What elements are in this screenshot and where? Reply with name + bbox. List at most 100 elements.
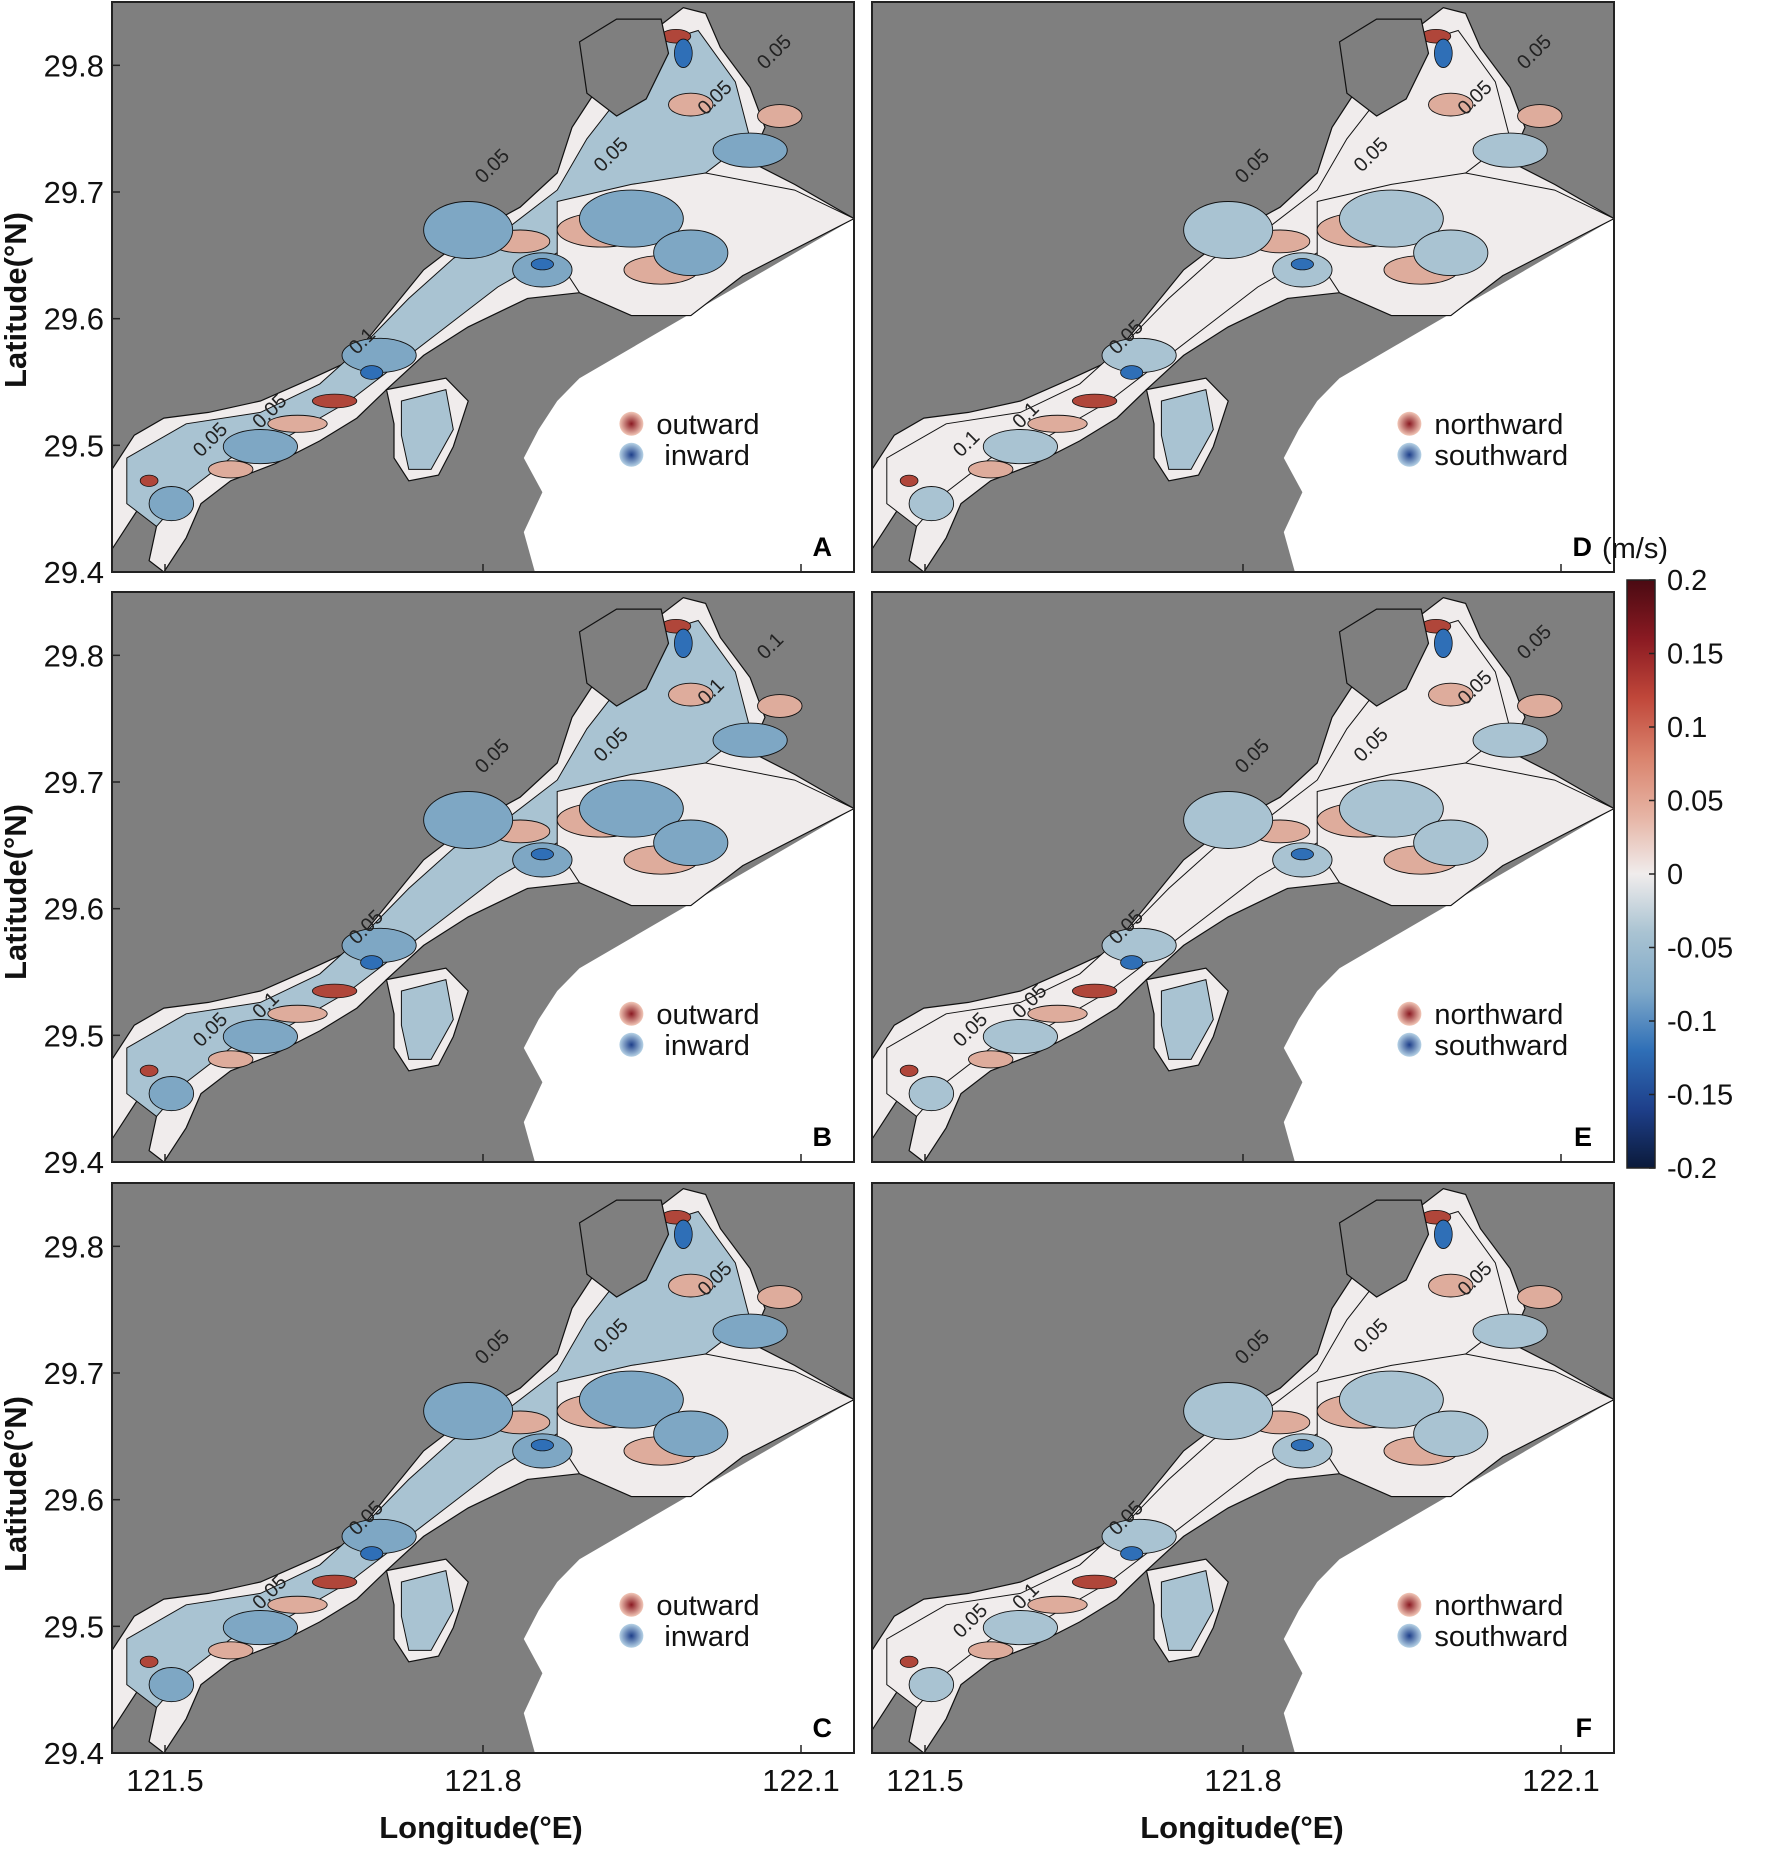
panel-letter: A — [813, 532, 833, 562]
y-tick-label: 29.4 — [44, 1145, 104, 1180]
negative-velocity-patch — [579, 779, 684, 838]
positive-velocity-patch — [1428, 682, 1474, 707]
negative-velocity-patch — [222, 1019, 298, 1055]
legend-negative-label: southward — [1434, 440, 1568, 472]
negative-velocity-patch — [579, 1370, 684, 1429]
panel-e: 0.05 0.050.050.050.050.050.05northwardsou… — [871, 591, 1615, 1163]
positive-velocity-patch — [968, 460, 1014, 479]
y-tick-label: 29.6 — [44, 1483, 104, 1518]
y-axis-title-row-2: Latitude(°N) — [0, 804, 33, 980]
negative-velocity-patch — [1413, 1410, 1489, 1458]
negative-marker — [619, 1032, 644, 1057]
strong-negative-patch — [530, 258, 554, 271]
panel-letter: F — [1576, 1713, 1593, 1743]
negative-velocity-patch — [1339, 189, 1444, 248]
negative-velocity-patch — [148, 1667, 195, 1703]
negative-velocity-patch — [579, 189, 684, 248]
negative-marker — [1397, 1623, 1422, 1648]
negative-velocity-patch — [1183, 791, 1274, 849]
island — [1338, 1199, 1430, 1298]
negative-marker — [619, 1623, 644, 1648]
island — [1338, 608, 1430, 707]
strong-negative-patch — [360, 1546, 384, 1561]
panel-a: 0.05 0.050.050.10.050.050.05outwardinward… — [111, 1, 855, 573]
strong-negative-patch — [1120, 1546, 1144, 1561]
negative-velocity-patch — [653, 229, 729, 277]
y-tick-label: 29.7 — [44, 1356, 104, 1391]
island — [578, 608, 670, 707]
negative-velocity-patch — [423, 201, 514, 259]
x-tick-label: 121.8 — [444, 1763, 522, 1798]
strong-negative-patch — [530, 1439, 554, 1452]
panel-f: 0.05 0.050.050.050.10.05 northwardsouthwar… — [871, 1182, 1615, 1754]
velocity-field-side-bay — [400, 978, 454, 1060]
velocity-field-side-bay — [400, 1569, 454, 1651]
negative-velocity-patch — [908, 1667, 955, 1703]
positive-velocity-patch — [668, 92, 714, 117]
panel-letter: C — [813, 1713, 833, 1743]
colorbar: (m/s) 0.2 0.15 0.1 0.05 0 -0.05 -0.1 -0.15 -0.2 — [1602, 533, 1733, 1185]
legend-negative-label: inward — [664, 1621, 749, 1653]
strong-positive-patch — [1071, 983, 1118, 999]
negative-velocity-patch — [982, 1019, 1058, 1055]
positive-velocity-patch — [757, 694, 803, 718]
island — [578, 18, 670, 117]
colorbar-tick-label: 0.05 — [1667, 786, 1723, 818]
legend-negative-label: southward — [1434, 1621, 1568, 1653]
negative-marker — [1397, 1032, 1422, 1057]
x-tick-label: 121.5 — [886, 1763, 964, 1798]
panels-layer: 0.05 0.050.050.10.050.050.05outwardinward… — [111, 1, 1615, 1754]
colorbar-tick-label: -0.2 — [1667, 1153, 1717, 1185]
y-axis-title-row-3: Latitude(°N) — [0, 1396, 33, 1572]
colorbar-tick-label: 0.1 — [1667, 712, 1707, 744]
strong-negative-patch — [674, 38, 693, 68]
strong-positive-patch — [1071, 1574, 1118, 1590]
panel-d: 0.05 0.050.050.050.10.10.05northwardsouth… — [871, 1, 1615, 573]
strong-positive-patch — [899, 1064, 919, 1077]
open-sea-mask — [1283, 1399, 1614, 1753]
negative-marker — [619, 442, 644, 467]
legend-positive-label: northward — [1434, 409, 1563, 441]
negative-velocity-patch — [653, 1410, 729, 1458]
panel-letter: D — [1573, 532, 1593, 562]
positive-velocity-patch — [208, 1050, 254, 1069]
positive-velocity-patch — [267, 414, 328, 433]
positive-velocity-patch — [267, 1004, 328, 1023]
x-axis-title-right: Longitude(°E) — [1140, 1810, 1344, 1845]
positive-velocity-patch — [1428, 1273, 1474, 1298]
legend-positive-label: outward — [656, 409, 759, 441]
negative-velocity-patch — [1339, 1370, 1444, 1429]
legend-positive-label: northward — [1434, 999, 1563, 1031]
island — [578, 1199, 670, 1298]
x-tick-label: 121.5 — [126, 1763, 204, 1798]
colorbar-tick-label: 0 — [1667, 859, 1683, 891]
negative-velocity-patch — [1183, 1382, 1274, 1440]
velocity-field-side-bay — [1160, 978, 1214, 1060]
negative-marker — [1397, 442, 1422, 467]
legend-positive-label: outward — [656, 1590, 759, 1622]
negative-velocity-patch — [148, 1076, 195, 1112]
strong-negative-patch — [1290, 1439, 1314, 1452]
negative-velocity-patch — [712, 722, 788, 758]
legend-positive-label: outward — [656, 999, 759, 1031]
positive-marker — [1397, 1592, 1422, 1617]
colorbar-ramp — [1626, 579, 1656, 1169]
open-sea-mask — [523, 808, 854, 1162]
y-tick-label: 29.6 — [44, 892, 104, 927]
x-tick-label: 122.1 — [1522, 1763, 1600, 1798]
strong-positive-patch — [139, 1655, 159, 1668]
y-tick-label: 29.4 — [44, 1736, 104, 1771]
panel-letter: B — [813, 1122, 833, 1152]
legend-positive-label: northward — [1434, 1590, 1563, 1622]
strong-positive-patch — [311, 1574, 358, 1590]
y-tick-label: 29.6 — [44, 302, 104, 337]
negative-velocity-patch — [1183, 201, 1274, 259]
legend-negative-label: inward — [664, 1030, 749, 1062]
